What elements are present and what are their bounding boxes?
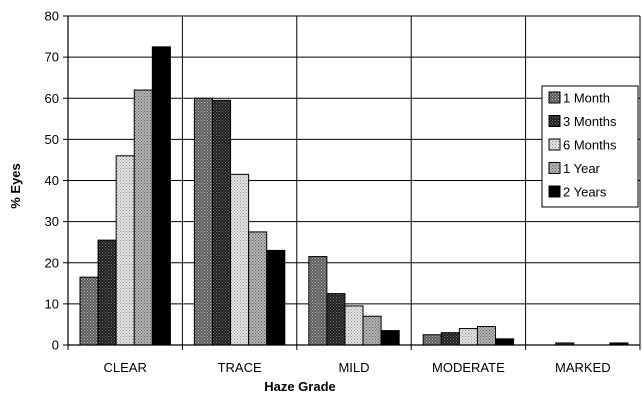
y-tick-labels: 0 10 20 30 40 50 60 70 80 (45, 9, 59, 353)
legend-swatch-1-month (548, 91, 561, 104)
bar-1-month-mild (308, 256, 328, 346)
y-tick-label: 0 (52, 338, 59, 353)
legend-swatch-3-months (548, 115, 561, 127)
bar-1-year-mild (362, 315, 382, 346)
y-tick-label: 80 (45, 9, 59, 24)
x-tick-label: MODERATE (432, 360, 505, 375)
x-tick-label: TRACE (218, 360, 262, 375)
y-tick-label: 20 (45, 255, 59, 270)
bar-3-months-moderate (440, 332, 460, 346)
bar-1-month-moderate (422, 334, 442, 346)
legend-swatch-1-year (548, 162, 561, 174)
bar-1-year-clear (133, 89, 153, 346)
x-tick-labels: CLEAR TRACE MILD MODERATE MARKED (104, 360, 611, 375)
x-tick-label: CLEAR (104, 360, 147, 375)
bar-2-years-mild (380, 330, 400, 346)
bar-2-years-clear (151, 46, 171, 346)
bar-6-months-mild (344, 305, 364, 346)
x-tick-label: MILD (338, 360, 369, 375)
x-axis-title: Haze Grade (264, 379, 336, 394)
bar-3-months-clear (97, 239, 117, 346)
bar-1-month-clear (79, 276, 99, 346)
bar-6-months-clear (115, 155, 135, 346)
bar-6-months-trace (230, 173, 250, 346)
bar-3-months-trace (211, 99, 232, 346)
y-tick-label: 50 (45, 132, 59, 147)
y-tick-label: 40 (45, 173, 59, 188)
y-tick-label: 10 (45, 296, 59, 311)
legend-label: 1 Year (563, 161, 601, 176)
legend-label: 3 Months (563, 114, 617, 129)
legend-swatch-2-years (548, 185, 561, 198)
bar-3-months-mild (326, 293, 346, 346)
y-tick-label: 70 (45, 50, 59, 65)
y-tick-label: 60 (45, 91, 59, 106)
y-axis-title: % Eyes (8, 163, 23, 209)
axes (63, 15, 641, 350)
bar-1-month-trace (193, 97, 213, 346)
legend-label: 6 Months (563, 138, 617, 153)
x-tick-label: MARKED (555, 360, 611, 375)
bar-2-years-moderate (495, 338, 515, 346)
legend-label: 2 Years (563, 185, 607, 200)
bar-6-months-moderate (458, 328, 478, 346)
bar-1-year-trace (248, 231, 268, 346)
bars (79, 46, 629, 346)
bar-1-year-moderate (476, 325, 497, 346)
legend: 1 Month 3 Months 6 Months 1 Year 2 Years (541, 85, 639, 208)
legend-label: 1 Month (563, 91, 610, 106)
bar-2-years-trace (266, 249, 286, 346)
legend-swatch-6-months (548, 138, 561, 151)
y-tick-label: 30 (45, 214, 59, 229)
